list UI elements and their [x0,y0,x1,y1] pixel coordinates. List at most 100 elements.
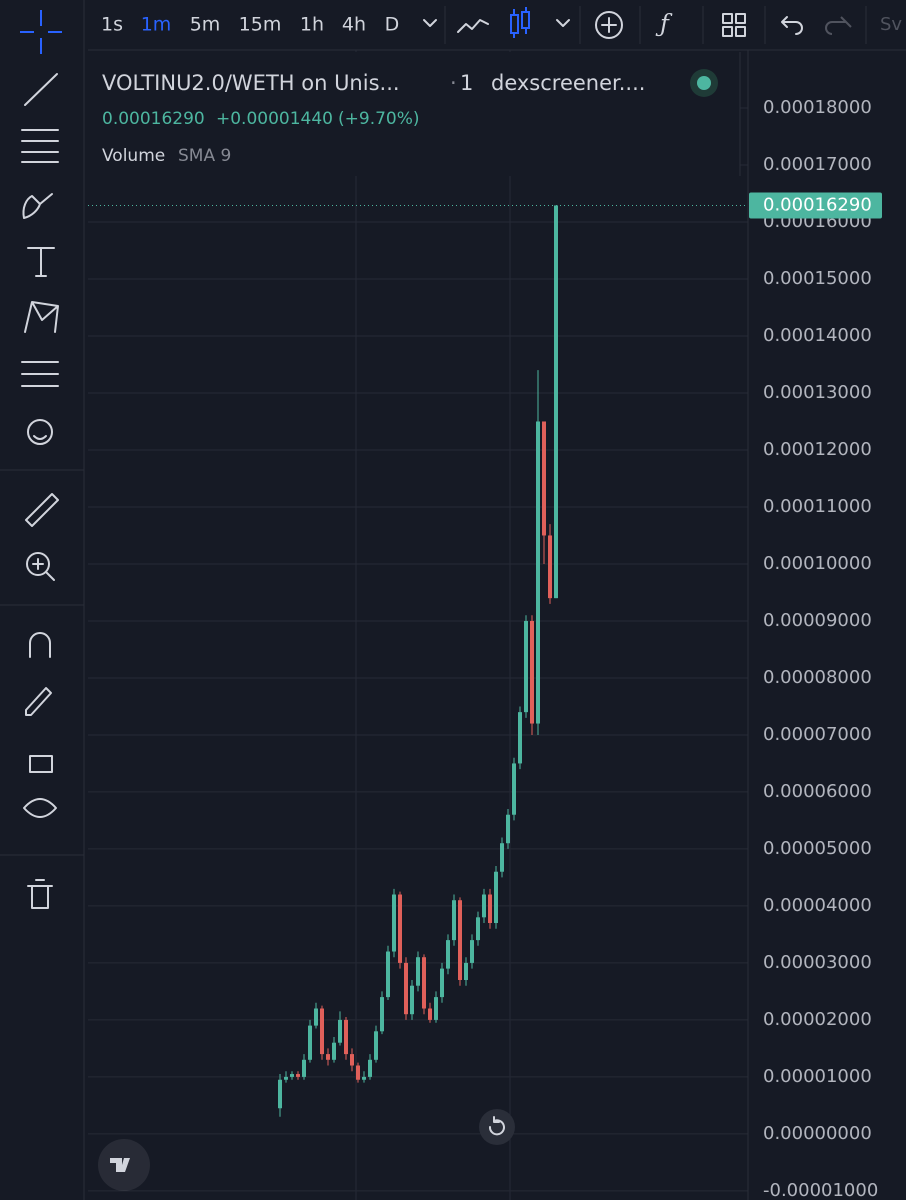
dropdown[interactable] [423,19,437,27]
candle-body [542,421,546,536]
candle-body [362,1076,366,1080]
candle-body [488,894,492,924]
y-tick-label: 0.00001000 [763,1066,872,1087]
candle-body [440,968,444,998]
candle-body [452,900,456,941]
smile [33,435,47,440]
price: 0.00016290 [102,109,205,129]
candle-body [410,985,414,1015]
candle-body [386,951,390,998]
y-tick-label: 0.00010000 [763,553,872,574]
undo[interactable] [781,16,803,35]
candle-body [314,1008,318,1026]
sq [722,26,733,37]
text-tool[interactable] [27,247,55,277]
plot [88,204,748,1117]
y-tick-label: 0.00004000 [763,895,872,916]
candle-style[interactable] [510,7,530,38]
y-tick-label: 0.00017000 [763,154,872,175]
y-tick-label: 0.00015000 [763,268,872,289]
cut-label[interactable]: Sv [880,14,902,35]
face [27,419,53,445]
y-tick-label: 0.00002000 [763,1009,872,1030]
candle-body [470,940,474,963]
magnet[interactable] [29,632,51,658]
timeframe[interactable]: 1h [300,14,324,36]
candle-body [392,894,396,952]
timeframe[interactable]: 1m [141,14,172,36]
timeframe[interactable]: D [385,14,400,36]
dropdown[interactable] [556,19,570,27]
y-tick-label: 0.00007000 [763,724,872,745]
candle-body [434,997,438,1020]
candle-body [536,421,540,724]
y-tick-label: 0.00008000 [763,667,872,688]
crosshair[interactable] [20,10,62,54]
timeframe[interactable]: 4h [342,14,366,36]
timeframe[interactable]: 15m [239,14,282,36]
dot: · [450,71,457,95]
lens [26,552,50,576]
zoom[interactable] [26,552,55,581]
prediction[interactable] [21,361,59,387]
candle-body [284,1076,288,1080]
candle-body [338,1019,342,1043]
candle-body [308,1025,312,1060]
candle-body [458,900,462,981]
left-toolbar [0,0,84,1200]
top-toolbar [0,0,906,50]
candle-body [506,814,510,844]
candle-body [344,1019,348,1055]
eye[interactable] [23,798,57,818]
fx-icon[interactable]: ƒ [655,10,673,38]
y-tick-label: 0.00009000 [763,610,872,631]
price-axis: -0.00001000 0.00000000 0.00001000 0.0000200… [747,50,882,1200]
candle-icon [513,7,527,38]
candle-body [482,894,486,918]
reset-icon [488,1116,505,1136]
y-tick-label: 0.00011000 [763,496,872,517]
last-price-label: 0.00016290 [763,194,872,215]
candle-body [320,1008,324,1055]
sq [722,13,733,24]
emoji[interactable] [27,419,53,445]
reset[interactable] [479,1109,515,1145]
pattern[interactable] [24,301,59,333]
trash[interactable] [27,879,53,909]
candle-body [464,962,468,981]
last-price-tag [749,192,882,219]
candle-body [422,957,426,1009]
ruler[interactable] [25,493,59,527]
candle-body [278,1079,282,1109]
line-style[interactable] [457,19,489,33]
add-indicator[interactable] [595,11,623,39]
logo[interactable] [110,1158,130,1172]
candle-body [416,957,420,986]
redo[interactable] [825,16,852,35]
plus [601,17,617,33]
timeframe[interactable]: 5m [190,14,221,36]
source: dexscreener.... [491,71,645,95]
change: +0.00001440 [216,109,333,129]
candle-body [554,205,558,599]
lock-drawing[interactable] [25,687,52,716]
candle-body [494,871,498,924]
y-tick-label: -0.00001000 [763,1180,878,1200]
candle-body [398,894,402,963]
sq [735,13,746,24]
interval: 1 [460,71,473,95]
fib[interactable] [21,129,59,163]
candle-body [296,1074,300,1077]
y-tick-label: 0.00005000 [763,838,872,859]
y-tick-label: 0.00012000 [763,439,872,460]
trend-line[interactable] [24,73,58,106]
timeframe[interactable]: 1s [101,14,123,36]
unlock[interactable] [29,755,53,773]
candle-body [548,535,552,599]
brush[interactable] [22,193,53,219]
candle-body [518,712,522,764]
candle-body [332,1042,336,1060]
layout[interactable] [722,13,746,37]
candle-body [428,1008,432,1020]
